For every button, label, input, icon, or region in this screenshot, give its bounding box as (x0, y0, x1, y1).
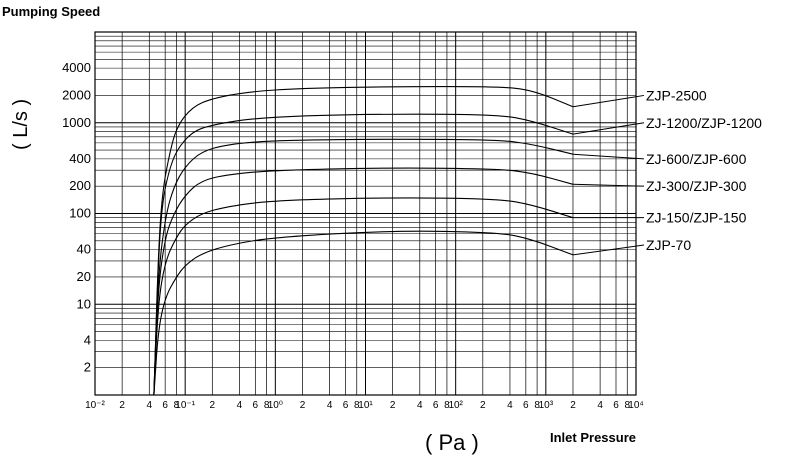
x-tick-label: 6 (433, 400, 439, 411)
series-leader-line (572, 94, 645, 108)
x-tick-label: 2 (570, 400, 576, 411)
x-tick-label: 4 (597, 400, 603, 411)
x-tick-label: 10¹ (358, 400, 373, 411)
y-tick-label: 200 (69, 178, 91, 193)
x-tick-label: 10³ (539, 400, 554, 411)
x-tick-label: 2 (300, 400, 306, 411)
series-label: ZJ-600/ZJP-600 (646, 151, 747, 167)
x-axis-title: Inlet Pressure (550, 430, 636, 445)
x-tick-label: 4 (147, 400, 153, 411)
y-tick-label: 400 (69, 151, 91, 166)
x-tick-label: 2 (119, 400, 125, 411)
x-tick-label: 8 (174, 400, 180, 411)
x-tick-label: 6 (523, 400, 529, 411)
y-tick-label: 20 (77, 269, 91, 284)
x-tick-label: 6 (162, 400, 168, 411)
chart-title: Pumping Speed (2, 4, 101, 19)
series-leader-line (572, 122, 645, 135)
x-tick-label: 2 (210, 400, 216, 411)
y-tick-label: 2 (84, 360, 91, 375)
y-tick-label: 10 (77, 296, 91, 311)
x-tick-label: 2 (390, 400, 396, 411)
x-tick-label: 8 (264, 400, 270, 411)
series-label: ZJP-70 (646, 237, 691, 253)
x-tick-label: 10² (448, 400, 463, 411)
y-tick-label: 4 (84, 332, 91, 347)
x-tick-label: 10⁻² (85, 400, 105, 411)
series-line-6 (153, 230, 574, 396)
series-line-3 (153, 138, 574, 396)
x-tick-label: 8 (534, 400, 540, 411)
x-tick-label: 4 (417, 400, 423, 411)
series-label: ZJ-150/ZJP-150 (646, 210, 747, 226)
series-label: ZJP-2500 (646, 87, 707, 103)
x-tick-label: 4 (237, 400, 243, 411)
y-tick-label: 100 (69, 206, 91, 221)
y-tick-label: 4000 (62, 60, 91, 75)
series-label: ZJ-300/ZJP-300 (646, 178, 747, 194)
series-label: ZJ-1200/ZJP-1200 (646, 115, 762, 131)
x-tick-label: 10⁻¹ (175, 400, 195, 411)
x-tick-label: 6 (343, 400, 349, 411)
x-tick-label: 6 (613, 400, 619, 411)
series-leader-line (572, 244, 645, 256)
x-tick-label: 8 (444, 400, 450, 411)
x-tick-label: 10⁴ (628, 400, 643, 411)
x-tick-label: 8 (354, 400, 360, 411)
x-axis-unit: ( Pa ) (425, 430, 479, 455)
y-tick-label: 1000 (62, 115, 91, 130)
x-tick-label: 2 (480, 400, 486, 411)
series-leader-line (572, 153, 645, 160)
y-tick-label: 40 (77, 242, 91, 257)
x-tick-label: 10⁰ (268, 400, 283, 411)
series-leader-line (572, 183, 645, 187)
x-tick-label: 4 (507, 400, 513, 411)
series-line-2 (153, 113, 574, 396)
y-tick-label: 2000 (62, 87, 91, 102)
series-line-4 (153, 167, 574, 396)
x-tick-label: 8 (624, 400, 630, 411)
x-tick-label: 6 (253, 400, 259, 411)
x-tick-label: 4 (327, 400, 333, 411)
series-line-5 (153, 197, 574, 396)
